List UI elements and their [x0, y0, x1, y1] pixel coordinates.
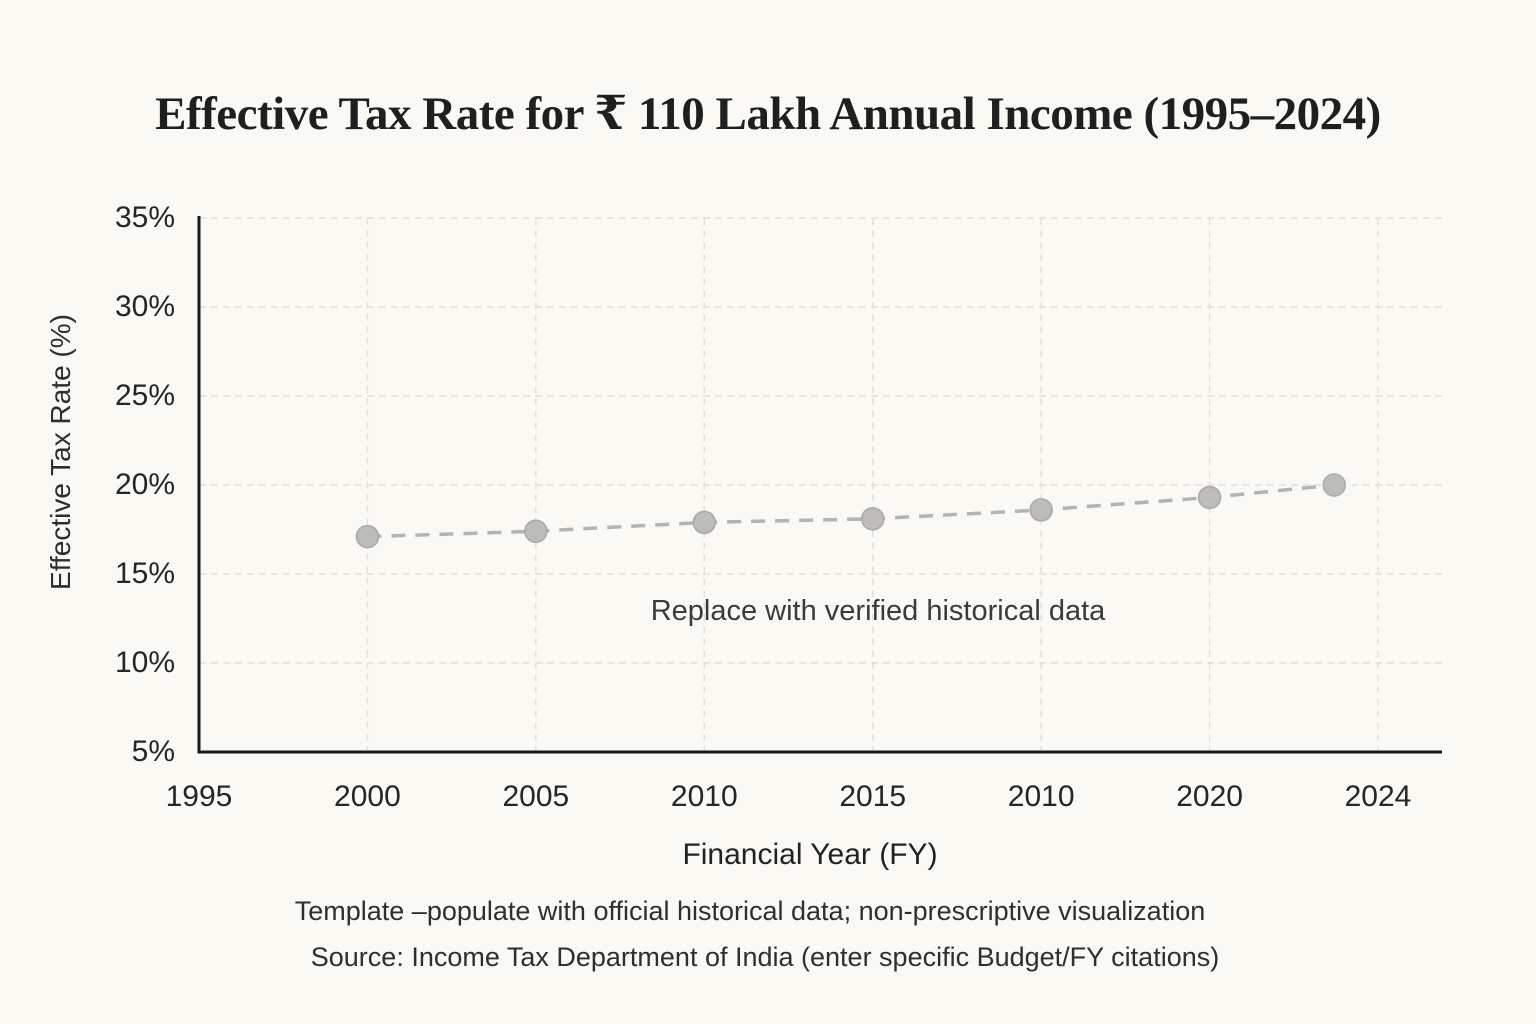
- y-tick-label: 25%: [114, 379, 175, 412]
- y-tick-label: 5%: [131, 735, 175, 768]
- x-tick-label: 2010: [670, 780, 738, 813]
- data-point: [1029, 498, 1053, 522]
- data-point: [355, 524, 380, 549]
- y-tick-label: 30%: [114, 290, 175, 323]
- placeholder-annotation: Replace with verified historical data: [650, 595, 1106, 627]
- footer-note: Template –populate with official histori…: [294, 896, 1206, 926]
- footer-source: Source: Income Tax Department of India (…: [310, 942, 1220, 972]
- y-tick-label: 10%: [114, 646, 175, 679]
- data-point: [692, 510, 717, 535]
- y-tick-label: 35%: [114, 201, 175, 234]
- data-point: [524, 519, 548, 544]
- x-tick-label: 2010: [1007, 780, 1075, 813]
- data-point: [1197, 485, 1222, 510]
- trend-line: [367, 483, 1335, 539]
- chart-title: Effective Tax Rate for ₹ 110 Lakh Annual…: [155, 88, 1381, 140]
- y-tick-label: 20%: [114, 468, 175, 501]
- x-tick-label: 2000: [334, 780, 401, 813]
- data-point: [860, 507, 885, 531]
- y-tick-label: 15%: [114, 557, 175, 590]
- x-tick-label: 2020: [1176, 780, 1243, 813]
- x-tick-label: 1995: [165, 780, 233, 813]
- x-axis-title: Financial Year (FY): [682, 838, 938, 871]
- x-tick-label: 2024: [1344, 780, 1412, 813]
- x-tick-label: 2005: [502, 780, 570, 813]
- x-tick-label: 2015: [839, 780, 907, 813]
- data-point: [1322, 473, 1346, 497]
